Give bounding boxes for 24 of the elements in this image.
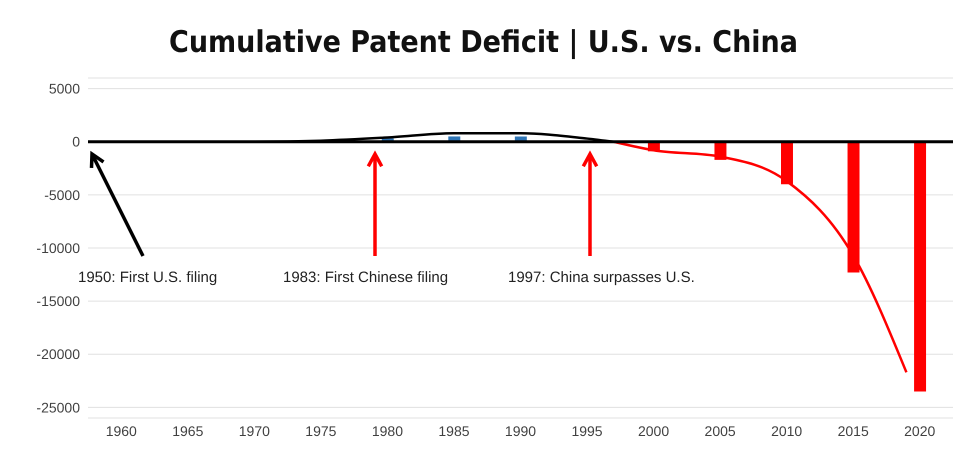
- x-tick-label: 1970: [238, 422, 270, 439]
- x-tick-label: 2020: [904, 422, 936, 439]
- y-tick-label: 5000: [48, 80, 80, 97]
- x-tick-label: 2015: [838, 422, 869, 439]
- y-tick-label: 0: [72, 134, 80, 150]
- x-tick-label: 2000: [638, 422, 670, 439]
- x-tick-label: 1985: [438, 422, 470, 439]
- x-tick-label: 1965: [172, 422, 204, 439]
- y-tick-label: -15000: [36, 293, 80, 310]
- annotation: 1997: China surpasses U.S.: [508, 269, 695, 286]
- x-tick-label: 1980: [372, 422, 404, 439]
- annotation: 1983: First Chinese filing: [283, 269, 448, 286]
- x-tick-label: 2005: [704, 422, 736, 439]
- y-tick-label: -5000: [44, 186, 80, 203]
- y-tick-label: -20000: [36, 346, 80, 362]
- annotation: 1950: First U.S. filing: [78, 269, 218, 286]
- x-tick-label: 1995: [571, 422, 603, 439]
- x-tick-label: 1990: [504, 422, 536, 439]
- x-tick-label: 1960: [106, 422, 138, 439]
- x-tick-label: 1975: [305, 422, 337, 439]
- y-tick-label: -25000: [36, 399, 80, 416]
- y-tick-label: -10000: [36, 240, 80, 256]
- chart-title: Cumulative Patent Deficit | U.S. vs. China: [169, 25, 798, 60]
- x-tick-label: 2010: [771, 422, 802, 439]
